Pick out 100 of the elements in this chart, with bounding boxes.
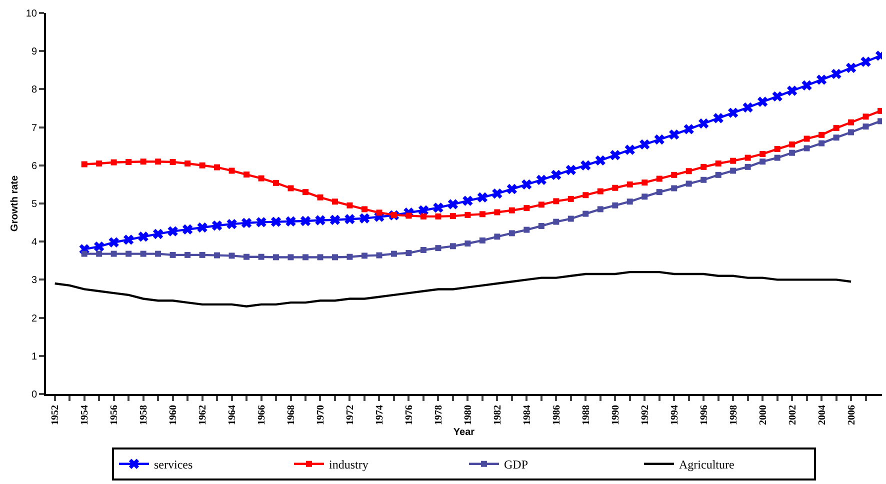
point (315, 215, 326, 226)
x-tick-label: 1972 (344, 405, 356, 425)
point (757, 96, 768, 107)
point (214, 164, 220, 170)
point (288, 254, 294, 260)
x-tick-label: 2000 (758, 405, 769, 425)
point (361, 206, 368, 212)
point (433, 202, 444, 213)
point (155, 158, 162, 165)
point (612, 184, 618, 191)
point (742, 102, 753, 113)
point (258, 254, 264, 260)
point (244, 172, 250, 178)
point (302, 189, 308, 196)
point (772, 91, 782, 102)
y-tick-label: 2 (31, 313, 38, 324)
point (508, 207, 515, 214)
point (626, 181, 633, 188)
x-tick-label: 1956 (109, 405, 120, 425)
point (728, 108, 738, 118)
point (846, 62, 856, 73)
point (110, 159, 117, 166)
point (108, 237, 119, 248)
x-tick-label: 1958 (138, 405, 150, 425)
legend-label: Agriculture (679, 458, 734, 472)
point (288, 185, 294, 192)
point (199, 162, 206, 168)
x-tick-label: 1970 (315, 405, 326, 425)
y-tick-label: 7 (31, 122, 38, 134)
point (538, 202, 544, 208)
x-tick-label: 1998 (728, 405, 740, 425)
point (273, 254, 280, 260)
point (553, 218, 560, 225)
point (700, 176, 707, 183)
point (462, 196, 473, 206)
x-tick-label: 1966 (256, 405, 268, 425)
y-tick-label: 9 (31, 46, 38, 58)
point (420, 213, 426, 220)
point (420, 246, 426, 253)
y-tick-label: 4 (31, 237, 38, 248)
point (789, 141, 796, 148)
y-axis-title: Growth rate (9, 175, 20, 232)
x-tick-label: 1962 (198, 405, 209, 425)
point (168, 226, 178, 236)
point (273, 180, 280, 186)
point (686, 168, 692, 174)
point (744, 154, 751, 161)
point (774, 146, 780, 152)
point (848, 119, 854, 126)
point (256, 217, 266, 228)
point (302, 254, 308, 260)
point (228, 252, 235, 259)
point (155, 250, 162, 257)
point (774, 154, 780, 161)
point (684, 124, 694, 134)
point (582, 210, 589, 217)
point (477, 192, 488, 202)
point (580, 160, 591, 170)
point (123, 234, 134, 245)
x-tick-label: 1994 (669, 405, 680, 425)
point (140, 250, 146, 257)
point (479, 237, 486, 244)
x-tick-label: 1996 (698, 405, 710, 425)
point (376, 252, 382, 258)
point (81, 250, 88, 257)
x-tick-label: 1976 (404, 405, 415, 425)
point (568, 216, 574, 222)
point (730, 168, 736, 174)
point (582, 192, 589, 198)
point (492, 188, 502, 199)
point (332, 198, 338, 205)
point (170, 252, 176, 258)
x-tick-label: 1990 (610, 405, 622, 425)
point (656, 176, 662, 182)
point (94, 241, 104, 252)
point (346, 202, 353, 208)
x-tick-label: 1980 (462, 405, 474, 425)
point (626, 198, 633, 205)
point (126, 250, 132, 257)
point (184, 160, 191, 166)
point (671, 172, 678, 178)
x-tick-label: 1986 (551, 405, 562, 425)
x-tick-label: 1960 (168, 405, 180, 425)
point (258, 175, 264, 182)
point (715, 160, 722, 166)
point (669, 129, 680, 140)
point (536, 174, 547, 185)
point (597, 206, 604, 212)
x-tick-label: 1982 (492, 405, 504, 425)
point (640, 139, 650, 150)
x-tick-label: 1954 (80, 405, 91, 425)
point (833, 134, 840, 141)
point (656, 189, 662, 196)
point (715, 172, 722, 178)
x-tick-label: 1968 (286, 405, 297, 425)
point (226, 218, 237, 230)
point (448, 199, 458, 210)
point (96, 250, 102, 257)
point (152, 228, 164, 240)
point (522, 179, 532, 190)
